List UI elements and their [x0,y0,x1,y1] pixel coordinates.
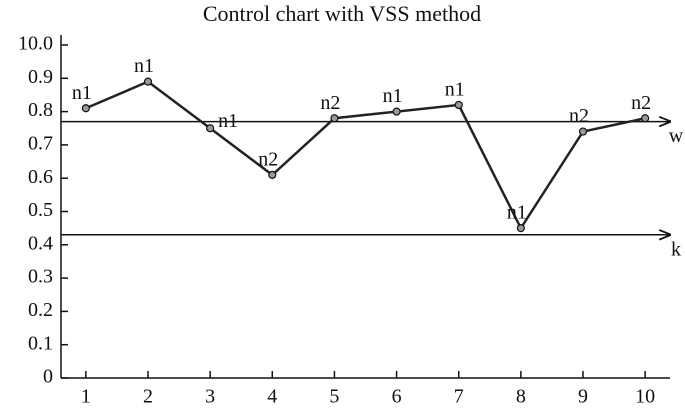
y-tick-label: 0.2 [28,299,53,321]
x-tick-label: 7 [454,386,464,408]
reference-label: w [669,125,684,147]
x-tick-label: 4 [267,386,277,408]
y-tick-label: 0.9 [28,66,53,88]
y-tick-label: 0.7 [28,132,53,154]
data-point [392,107,401,116]
x-tick-label: 3 [205,386,215,408]
reference-label: k [671,238,681,260]
y-tick-label: 10.0 [18,33,53,55]
y-tick-label: 0.6 [28,166,53,188]
data-point [641,114,650,123]
point-label: n2 [258,148,278,170]
data-point [143,77,153,86]
data-line [85,80,646,231]
y-tick-label: 0.4 [28,232,53,254]
data-point [516,224,525,233]
data-point [330,114,339,123]
point-label: n2 [569,105,589,127]
data-point [454,100,463,110]
y-tick-label: 0.1 [28,332,53,354]
y-tick-label: 0.5 [28,199,53,221]
x-tick-label: 10 [635,386,655,408]
data-point [268,170,277,179]
x-tick-label: 2 [143,386,153,408]
point-label: n1 [218,110,238,132]
y-tick-label: 0.3 [28,266,53,288]
data-point [206,124,215,133]
x-tick-label: 9 [578,386,588,408]
point-label: n1 [383,85,403,107]
chart-title: Control chart with VSS method [203,1,481,26]
point-label: n2 [320,92,340,114]
x-tick-label: 1 [81,386,91,408]
data-point [578,127,588,136]
point-label: n1 [72,82,92,104]
point-label: n1 [507,202,527,224]
x-tick-label: 8 [516,386,526,408]
x-tick-label: 6 [392,386,402,408]
point-label: n1 [134,55,154,77]
point-label: n1 [445,79,465,101]
x-tick-label: 5 [329,386,339,408]
y-tick-label: 0 [43,366,53,388]
point-label: n2 [631,92,651,114]
data-point [81,104,90,113]
y-tick-label: 0.8 [28,99,53,121]
